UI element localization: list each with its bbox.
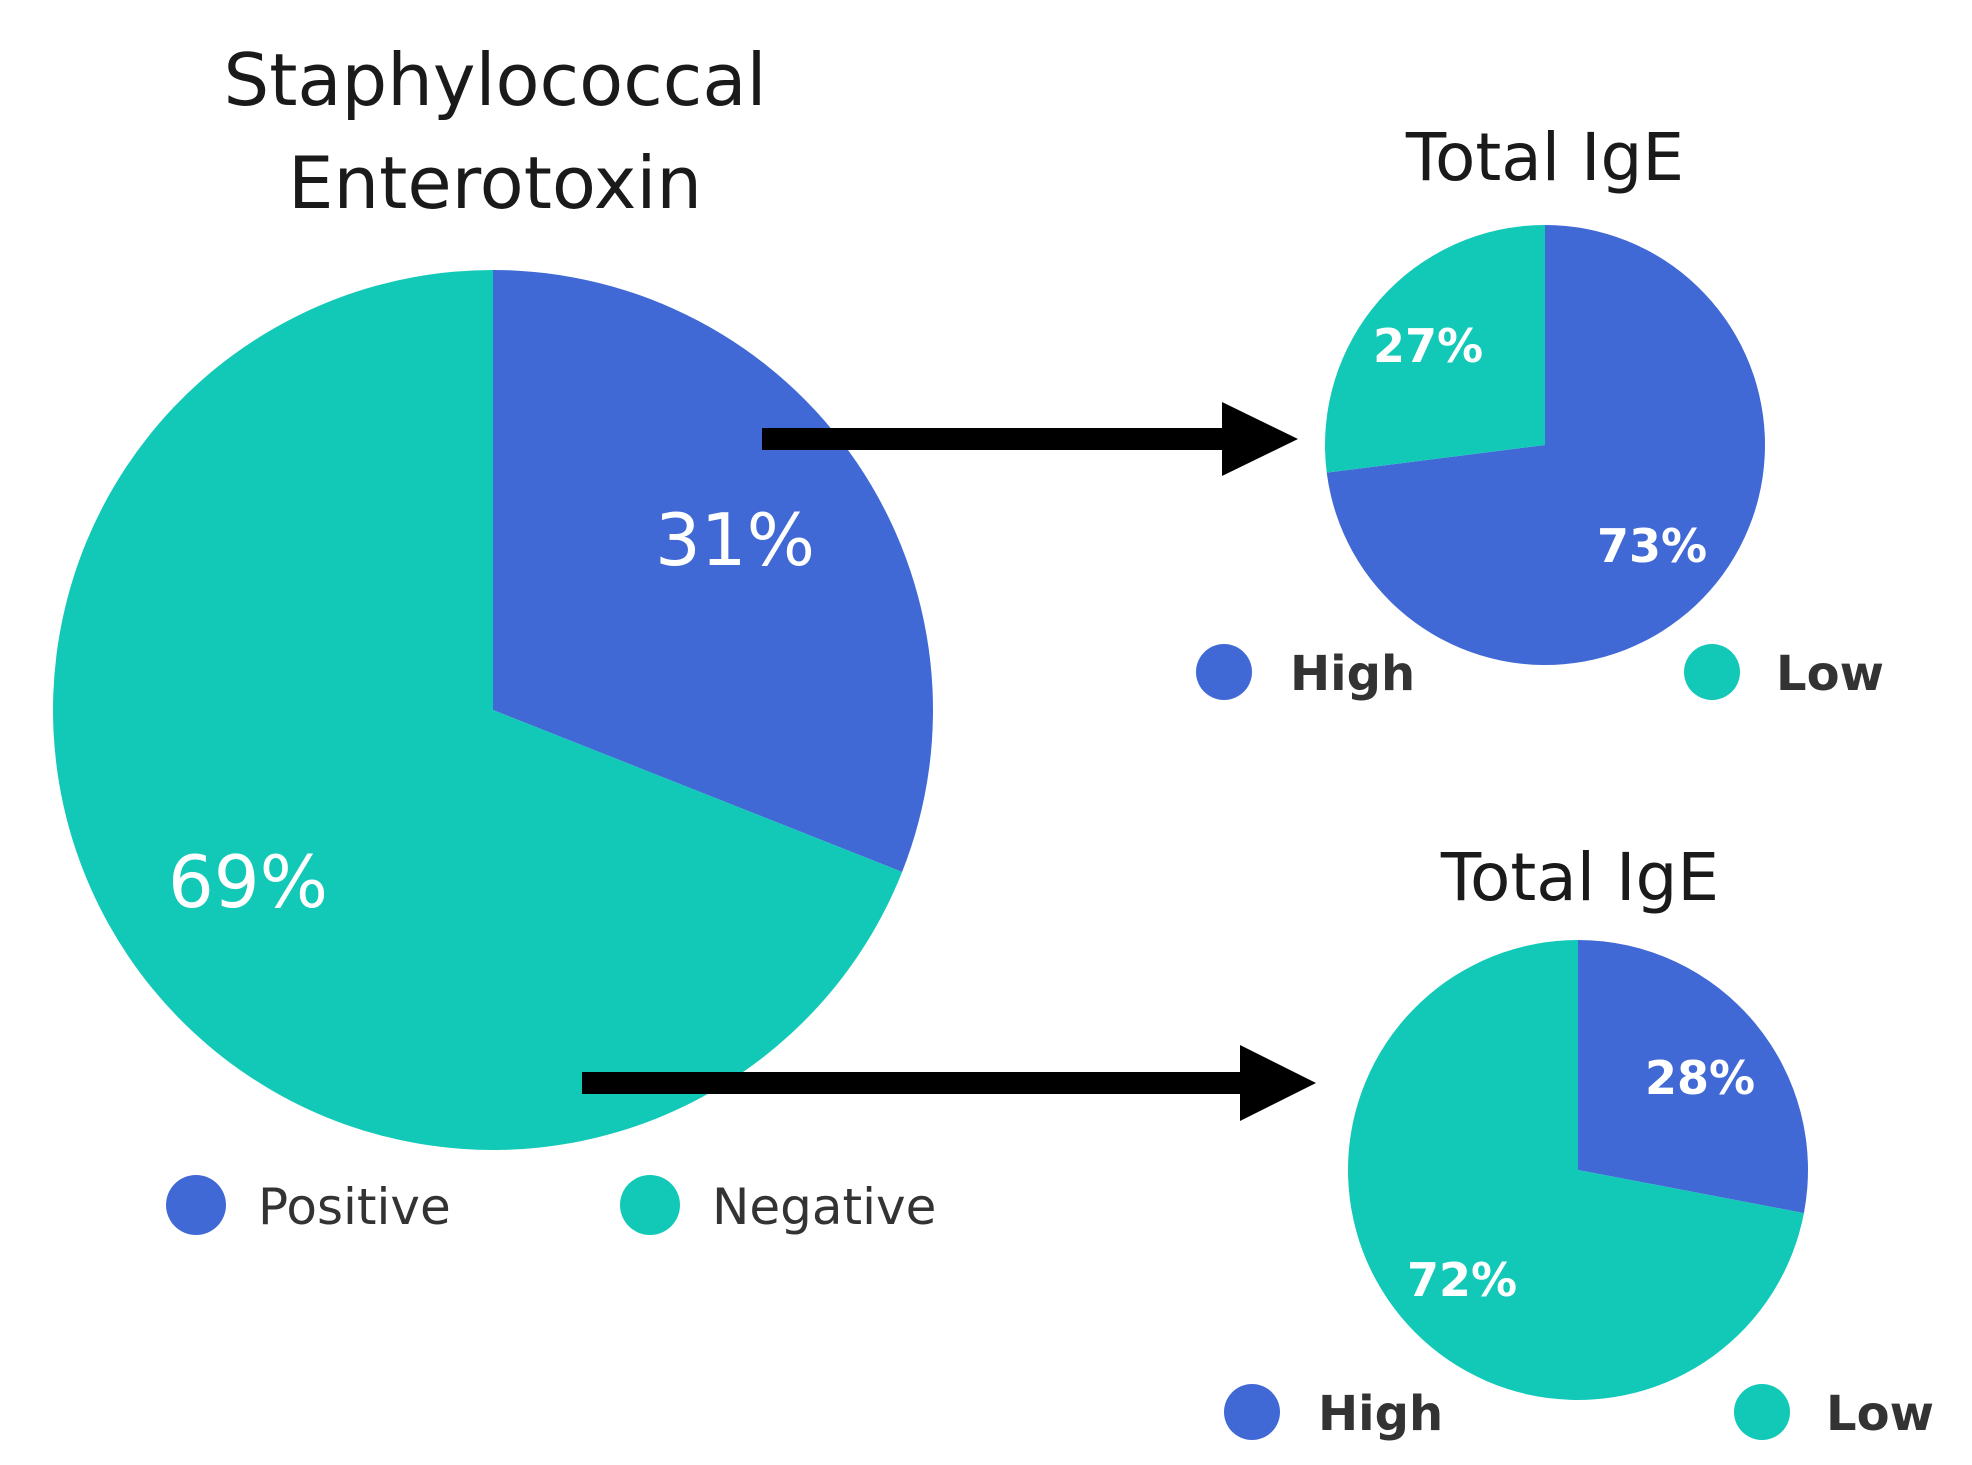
arrow-bottom-head — [1240, 1045, 1316, 1121]
top-legend-high-label: High — [1290, 646, 1415, 702]
bottom-legend-low-dot — [1734, 1384, 1790, 1440]
bottom-chart: Total IgE 28% 72% High Low — [1224, 839, 1934, 1442]
main-slice-positive — [493, 270, 933, 872]
arrow-bottom-shaft — [582, 1072, 1247, 1094]
top-label-high: 73% — [1597, 519, 1707, 573]
bottom-slice-high — [1578, 940, 1808, 1214]
top-chart: Total IgE 73% 27% High Low — [1196, 119, 1884, 702]
top-legend-low-label: Low — [1776, 646, 1884, 702]
top-legend-low-dot — [1684, 644, 1740, 700]
arrow-to-top — [762, 402, 1298, 476]
arrow-top-shaft — [762, 428, 1232, 450]
bottom-title: Total IgE — [1440, 839, 1719, 916]
main-label-negative: 69% — [168, 840, 328, 924]
main-legend-positive-dot — [166, 1175, 226, 1235]
main-label-positive: 31% — [655, 498, 815, 582]
top-label-low: 27% — [1373, 319, 1483, 373]
main-title-line2: Enterotoxin — [288, 141, 702, 225]
main-legend-negative-dot — [620, 1175, 680, 1235]
arrow-top-head — [1222, 402, 1298, 476]
top-legend-high-dot — [1196, 644, 1252, 700]
top-title: Total IgE — [1405, 119, 1684, 196]
main-title-line1: Staphylococcal — [224, 38, 767, 122]
bottom-label-low: 72% — [1407, 1253, 1517, 1307]
main-slice-negative — [52, 270, 903, 1151]
top-slice-low — [1325, 225, 1545, 473]
arrow-to-bottom — [582, 1045, 1316, 1121]
bottom-legend-high-dot — [1224, 1384, 1280, 1440]
main-chart: Staphylococcal Enterotoxin 31% 69% Posit… — [52, 38, 936, 1236]
bottom-legend-low-label: Low — [1826, 1386, 1934, 1442]
top-slice-high — [1326, 225, 1765, 665]
main-legend-positive-label: Positive — [258, 1178, 451, 1236]
bottom-slice-low — [1347, 940, 1804, 1400]
bottom-legend-high-label: High — [1318, 1386, 1443, 1442]
bottom-label-high: 28% — [1645, 1051, 1755, 1105]
main-legend-negative-label: Negative — [712, 1178, 936, 1236]
